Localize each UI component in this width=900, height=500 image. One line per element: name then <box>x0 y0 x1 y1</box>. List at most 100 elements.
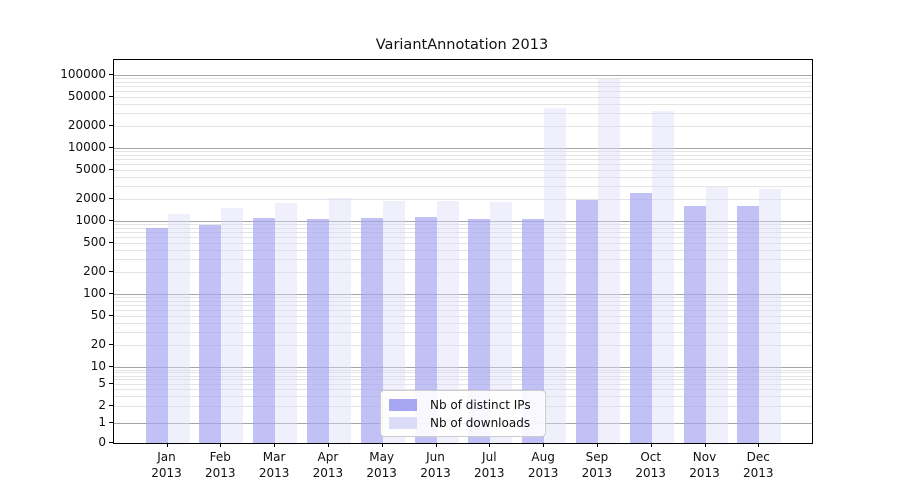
bar-dec-ips <box>737 205 760 443</box>
y-tick-label-50000: 50000 <box>67 88 106 103</box>
minor-gridline-600 <box>114 237 812 239</box>
bar-may-downloads <box>382 200 405 443</box>
y-tick-mark-500 <box>109 241 113 243</box>
minor-gridline-9000 <box>114 151 812 153</box>
bar-jan-downloads <box>167 213 190 443</box>
minor-gridline-40000 <box>114 104 812 106</box>
bar-nov-downloads <box>705 187 728 443</box>
y-tick-label-100: 100 <box>83 286 106 300</box>
y-tick-mark-2000 <box>109 198 113 200</box>
minor-gridline-7 <box>114 375 812 377</box>
y-tick-label-50: 50 <box>90 307 106 322</box>
y-tick-label-500: 500 <box>83 234 106 249</box>
plot-area <box>113 59 813 444</box>
y-tick-label-10: 10 <box>90 359 106 373</box>
minor-gridline-80000 <box>114 82 812 84</box>
minor-gridline-90 <box>114 297 812 299</box>
minor-gridline-50000 <box>114 96 812 98</box>
bar-feb-downloads <box>221 208 244 443</box>
y-tick-mark-2 <box>109 405 113 407</box>
bar-aug-downloads <box>544 108 567 443</box>
x-tick-mark-dec <box>758 443 760 447</box>
minor-gridline-20 <box>114 345 812 347</box>
minor-gridline-4 <box>114 389 812 391</box>
x-tick-label-jan: Jan 2013 <box>151 450 182 480</box>
minor-gridline-50 <box>114 315 812 317</box>
bar-jun-ips <box>414 217 437 443</box>
bar-jul-ips <box>468 218 491 443</box>
minor-gridline-70 <box>114 305 812 307</box>
x-tick-mark-sep <box>596 443 598 447</box>
bar-mar-downloads <box>275 203 298 443</box>
y-tick-mark-1 <box>109 422 113 423</box>
minor-gridline-8 <box>114 372 812 374</box>
minor-gridline-70000 <box>114 86 812 88</box>
major-gridline-10000 <box>114 148 812 149</box>
y-tick-mark-5 <box>109 382 113 384</box>
y-tick-label-2000: 2000 <box>75 191 106 206</box>
y-tick-mark-100 <box>109 293 113 294</box>
minor-gridline-2000 <box>114 199 812 201</box>
major-gridline-100 <box>114 294 812 295</box>
bar-dec-downloads <box>759 188 782 443</box>
x-tick-label-oct: Oct 2013 <box>635 450 666 480</box>
minor-gridline-60000 <box>114 91 812 93</box>
distinct-ips-swatch <box>389 399 417 411</box>
bar-feb-ips <box>199 224 222 443</box>
minor-gridline-40 <box>114 323 812 325</box>
y-tick-label-2: 2 <box>98 398 106 413</box>
x-tick-mark-feb <box>220 443 222 447</box>
x-tick-label-mar: Mar 2013 <box>258 450 290 480</box>
minor-gridline-4000 <box>114 177 812 179</box>
bar-mar-ips <box>253 217 276 443</box>
x-tick-mark-jun <box>435 443 437 447</box>
downloads-swatch <box>389 417 417 429</box>
major-gridline-1000 <box>114 221 812 222</box>
x-tick-label-feb: Feb 2013 <box>205 450 236 480</box>
minor-gridline-900 <box>114 224 812 226</box>
x-tick-label-jun: Jun 2013 <box>420 450 451 480</box>
x-tick-label-may: May 2013 <box>366 450 397 480</box>
y-tick-label-100000: 100000 <box>60 67 106 81</box>
minor-gridline-30 <box>114 332 812 334</box>
x-tick-mark-apr <box>327 443 329 447</box>
bar-aug-ips <box>522 218 545 443</box>
minor-gridline-9 <box>114 369 812 371</box>
minor-gridline-7000 <box>114 159 812 161</box>
legend-label-distinct-ips: Nb of distinct IPs <box>430 398 531 412</box>
x-tick-label-dec: Dec 2013 <box>743 450 774 480</box>
major-gridline-100000 <box>114 75 812 76</box>
minor-gridline-5000 <box>114 169 812 171</box>
minor-gridline-200 <box>114 272 812 274</box>
minor-gridline-60 <box>114 310 812 312</box>
major-gridline-10 <box>114 367 812 368</box>
legend-item-downloads: Nb of downloads <box>389 415 537 431</box>
y-tick-mark-5000 <box>109 168 113 170</box>
x-tick-mark-jul <box>489 443 491 447</box>
x-tick-mark-may <box>381 443 383 447</box>
minor-gridline-30000 <box>114 113 812 115</box>
minor-gridline-400 <box>114 250 812 252</box>
y-tick-label-0: 0 <box>98 435 106 449</box>
minor-gridline-6000 <box>114 164 812 166</box>
minor-gridline-90000 <box>114 78 812 80</box>
y-tick-label-1: 1 <box>98 415 106 429</box>
x-tick-mark-oct <box>650 443 652 447</box>
y-tick-mark-50000 <box>109 95 113 97</box>
bar-apr-downloads <box>328 198 351 443</box>
bar-jan-ips <box>145 228 168 443</box>
minor-gridline-500 <box>114 242 812 244</box>
minor-gridline-8000 <box>114 155 812 157</box>
y-tick-mark-1000 <box>109 220 113 221</box>
legend-item-distinct-ips: Nb of distinct IPs <box>389 397 537 413</box>
x-tick-mark-nov <box>704 443 706 447</box>
chart-title: VariantAnnotation 2013 <box>375 37 549 53</box>
legend: Nb of distinct IPs Nb of downloads <box>380 390 546 437</box>
bar-jun-downloads <box>436 200 459 443</box>
minor-gridline-20000 <box>114 126 812 128</box>
y-tick-mark-10000 <box>109 147 113 148</box>
bar-may-ips <box>360 218 383 443</box>
x-tick-mark-aug <box>543 443 545 447</box>
bar-oct-downloads <box>651 111 674 443</box>
bar-nov-ips <box>683 206 706 443</box>
